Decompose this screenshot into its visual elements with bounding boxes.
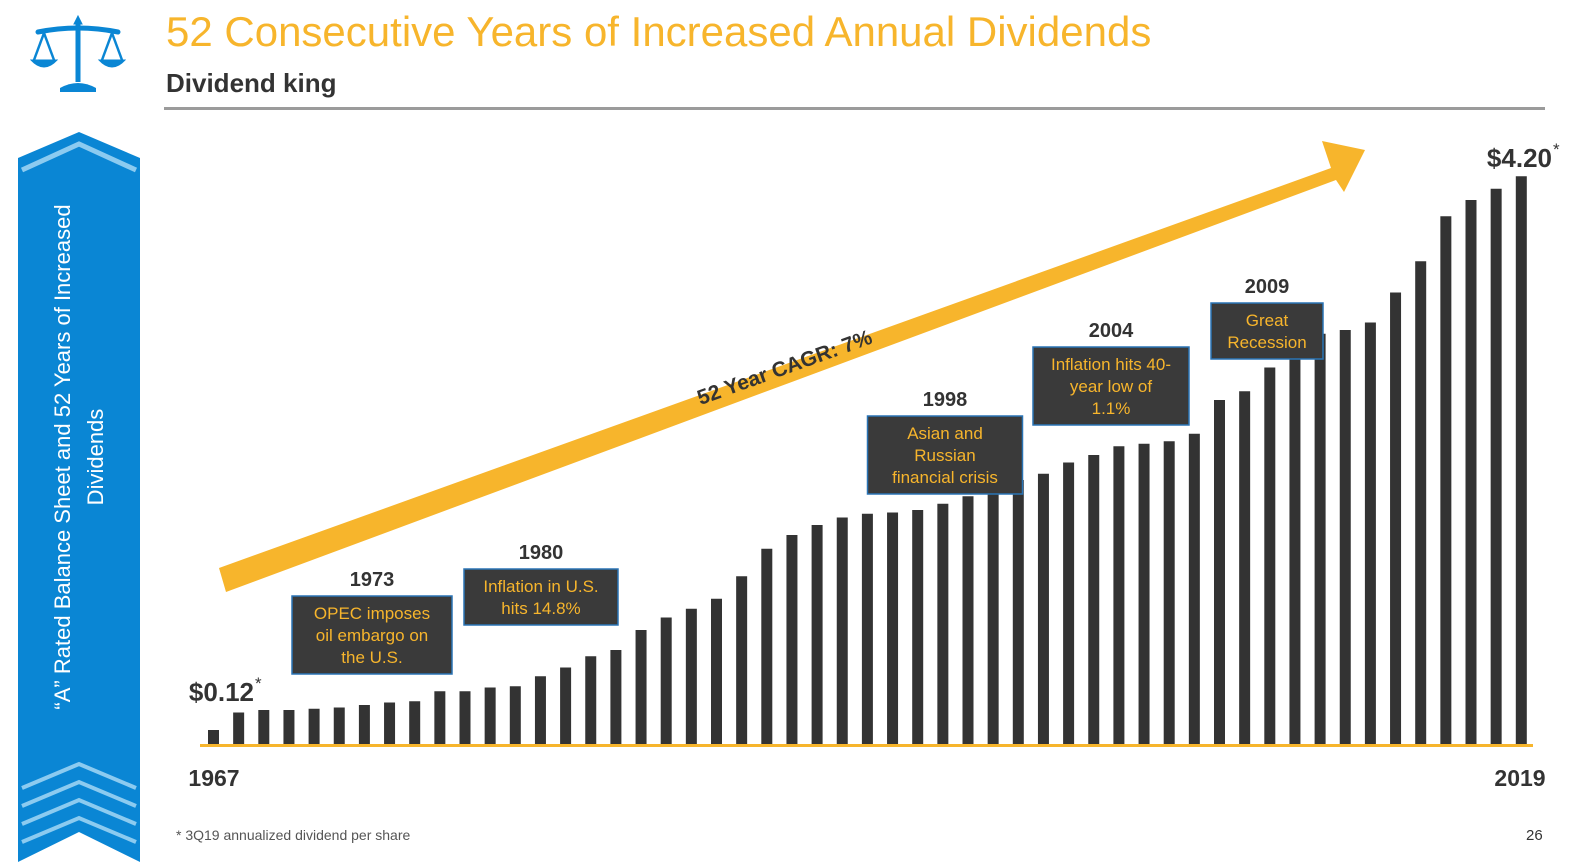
bar-2005 — [1163, 441, 1175, 745]
x-tick-label: 2019 — [1494, 765, 1545, 791]
annotation-text-line: hits 14.8% — [501, 599, 580, 618]
bar-1986 — [685, 608, 697, 745]
bar-2002 — [1088, 455, 1100, 745]
bar-1985 — [660, 617, 672, 745]
bar-1967 — [208, 730, 219, 745]
bar-1983 — [610, 650, 622, 745]
bar-1968 — [233, 712, 245, 745]
bar-1976 — [434, 691, 446, 745]
page-title: 52 Consecutive Years of Increased Annual… — [166, 8, 1152, 55]
bar-2017 — [1465, 200, 1477, 745]
bar-1980 — [534, 676, 546, 745]
data-label: $4.20 — [1487, 143, 1552, 173]
bar-2016 — [1440, 216, 1452, 745]
bar-2001 — [1063, 462, 1075, 745]
bar-1982 — [585, 656, 597, 745]
annotation-year-1998: 1998 — [923, 389, 968, 411]
annotation-text-line: year low of — [1070, 377, 1152, 396]
page-subtitle: Dividend king — [166, 68, 337, 98]
bar-1993 — [861, 513, 873, 745]
bar-1981 — [560, 667, 572, 745]
bar-1970 — [283, 710, 295, 745]
bar-2006 — [1188, 433, 1200, 745]
bar-2013 — [1364, 322, 1376, 745]
bar-1990 — [786, 535, 798, 745]
bar-1971 — [308, 708, 320, 745]
bar-1996 — [937, 503, 949, 745]
annotation-box-2009 — [1210, 302, 1324, 360]
annotation-text-line: Inflation hits 40- — [1051, 355, 1171, 374]
annotation-year-2004: 2004 — [1089, 320, 1134, 342]
bar-2019 — [1515, 176, 1527, 745]
annotation-year-1973: 1973 — [350, 569, 395, 591]
annotation-text-line: 1.1% — [1092, 399, 1131, 418]
bar-1994 — [887, 512, 899, 745]
trend-arrow — [219, 141, 1365, 592]
annotation-box-1998 — [866, 415, 1024, 495]
bar-1991 — [811, 525, 823, 745]
annotation-text-line: OPEC imposes — [314, 604, 430, 623]
title-divider — [164, 107, 1545, 110]
bar-2011 — [1314, 333, 1326, 745]
bar-1984 — [635, 630, 647, 745]
annotation-text-line: Inflation in U.S. — [483, 577, 598, 596]
bar-1987 — [711, 598, 722, 745]
annotation-text-line: Great — [1246, 311, 1289, 330]
bar-1995 — [912, 510, 924, 745]
bar-1998 — [987, 491, 999, 745]
bar-1979 — [509, 686, 521, 745]
annotation-text-line: Asian and — [907, 424, 983, 443]
x-tick-label: 1967 — [188, 765, 239, 791]
data-label: $0.12 — [189, 677, 254, 707]
bar-2004 — [1138, 443, 1150, 745]
annotation-text-line: oil embargo on — [316, 626, 428, 645]
bar-2014 — [1390, 292, 1402, 745]
bar-1988 — [736, 576, 748, 745]
bar-1999 — [1012, 480, 1024, 745]
annotation-text-line: Recession — [1227, 333, 1306, 352]
bar-2003 — [1113, 446, 1125, 745]
bar-1997 — [962, 496, 974, 745]
annotation-box-1973 — [291, 595, 453, 675]
bar-1989 — [761, 548, 773, 745]
x-axis-baseline — [200, 744, 1533, 747]
bar-1973 — [358, 705, 370, 745]
data-label-asterisk: * — [255, 674, 262, 693]
side-ribbon — [18, 132, 140, 862]
bar-2012 — [1339, 330, 1351, 745]
annotation-text-line: Russian — [914, 446, 975, 465]
bar-2015 — [1415, 261, 1427, 745]
bar-1974 — [384, 702, 396, 745]
annotation-box-2004 — [1032, 346, 1190, 426]
bar-2008 — [1239, 391, 1251, 745]
bar-1975 — [409, 701, 421, 745]
bar-1972 — [333, 707, 345, 745]
annotation-text-line: financial crisis — [892, 468, 998, 487]
scales-of-justice-icon — [30, 14, 126, 92]
data-label-asterisk: * — [1553, 140, 1560, 159]
footnote: * 3Q19 annualized dividend per share — [176, 827, 411, 843]
annotation-box-1980 — [463, 568, 619, 626]
bar-1992 — [836, 517, 848, 745]
bar-2018 — [1490, 188, 1502, 745]
bar-2010 — [1289, 337, 1301, 745]
bar-2009 — [1264, 367, 1276, 745]
annotation-year-2009: 2009 — [1245, 276, 1290, 298]
trend-arrow-label: 52 Year CAGR: 7% — [694, 326, 875, 410]
bar-2007 — [1214, 400, 1225, 745]
bar-2000 — [1037, 473, 1049, 745]
bar-1977 — [459, 691, 471, 745]
bar-1969 — [258, 710, 270, 745]
annotation-text-line: the U.S. — [341, 648, 402, 667]
annotation-year-1980: 1980 — [519, 542, 564, 564]
bar-1978 — [484, 687, 496, 745]
page-number: 26 — [1526, 827, 1543, 844]
